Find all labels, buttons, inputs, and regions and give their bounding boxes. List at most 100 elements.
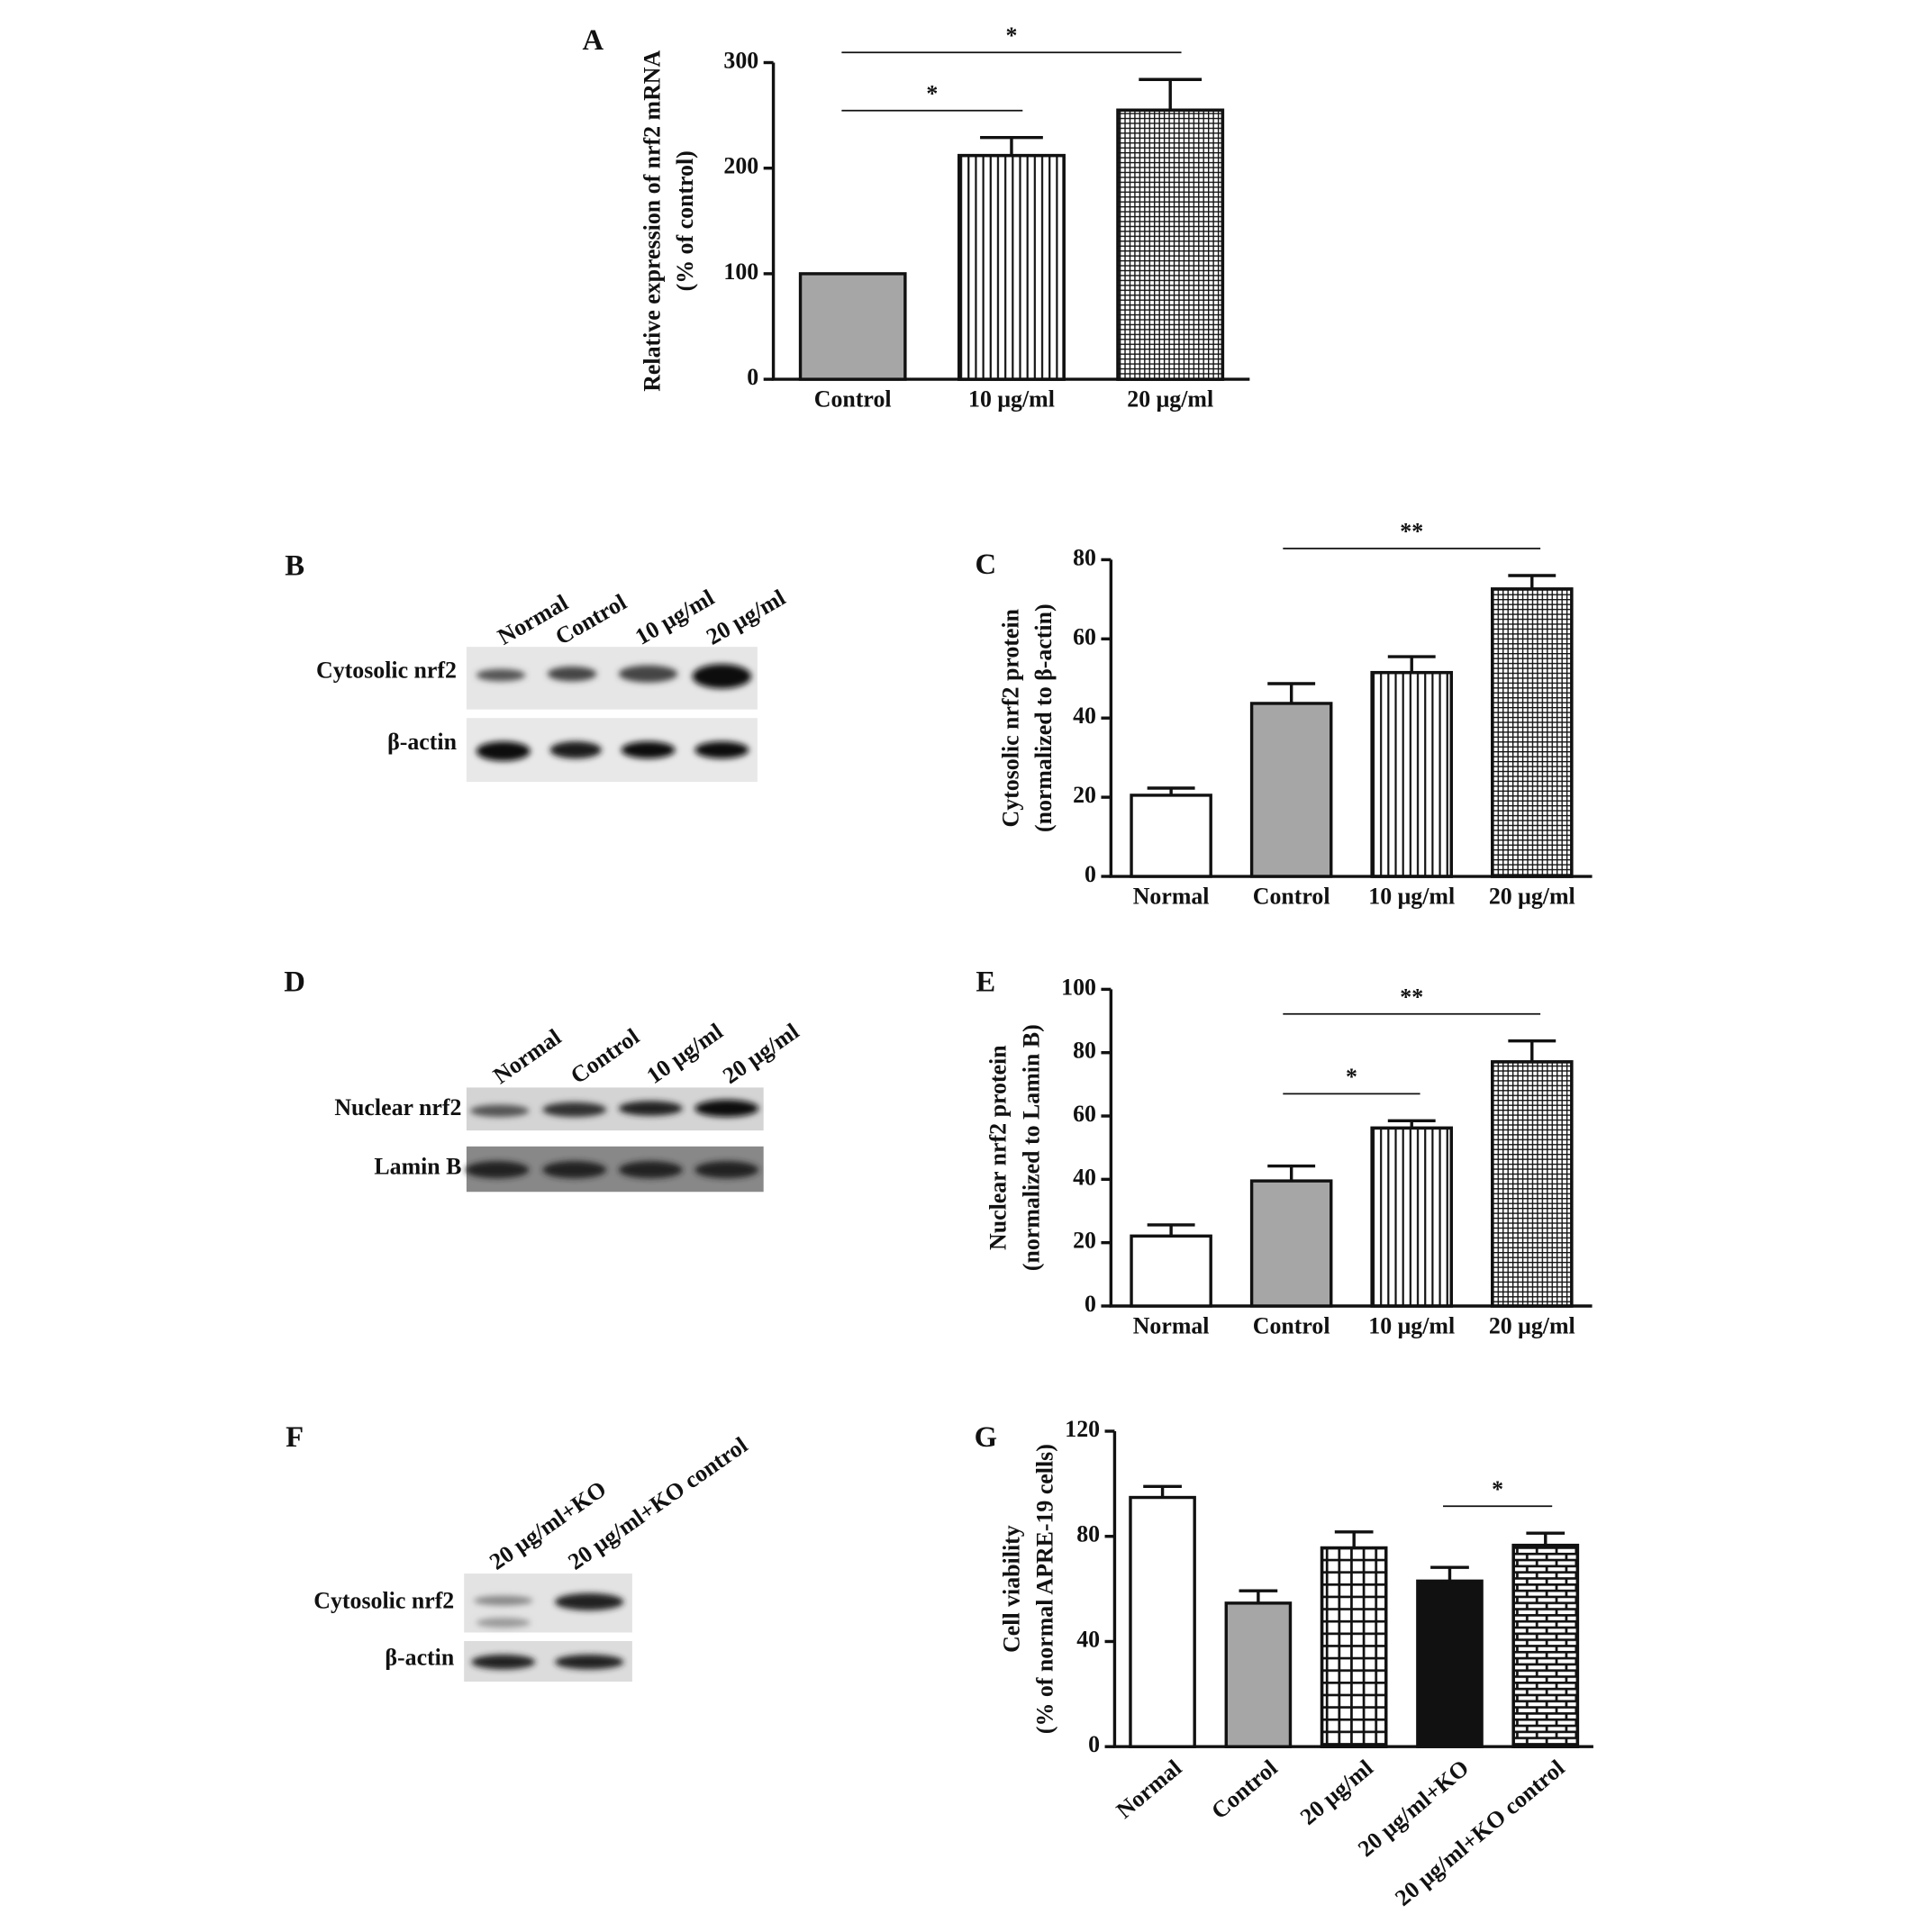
lane-label: Normal <box>488 1024 566 1089</box>
axis <box>771 62 1250 381</box>
bar <box>1224 1601 1293 1748</box>
error-bar <box>1267 682 1316 703</box>
error-bar <box>1430 1565 1469 1582</box>
error-bar <box>1387 655 1436 673</box>
y-axis-label: (normalized to β-actin) <box>1030 603 1057 832</box>
error-bar <box>1387 1119 1436 1129</box>
error-bar <box>1143 1484 1182 1498</box>
y-tick-label: 120 <box>1065 1416 1100 1442</box>
x-tick-label: 20 μg/ml <box>1127 386 1213 413</box>
x-tick-label: Normal <box>1112 1755 1187 1824</box>
bar-pattern <box>1491 1060 1574 1308</box>
bar-pattern <box>1116 108 1225 381</box>
y-tick-label: 40 <box>1073 703 1096 729</box>
blot-f: F 20 μg/ml+KO 20 μg/ml+KO control Cytoso… <box>286 1421 752 1682</box>
bar-pattern <box>1491 587 1574 878</box>
y-axis-label: Nuclear nrf2 protein <box>985 1045 1012 1250</box>
x-tick-label: Control <box>1206 1755 1282 1824</box>
significance-label: * <box>926 80 938 106</box>
blot-d: D Normal Control 10 μg/ml 20 μg/ml Nucle… <box>284 966 803 1193</box>
y-axis-label: Relative expression of nrf2 mRNA <box>639 50 665 392</box>
bar <box>1129 1495 1196 1748</box>
x-tick-label: 10 μg/ml <box>1368 883 1455 909</box>
row-label: Cytosolic nrf2 <box>313 1588 454 1614</box>
bar-pattern <box>1320 1546 1388 1748</box>
row-label: Cytosolic nrf2 <box>316 658 457 684</box>
bar-pattern <box>958 153 1066 381</box>
y-tick-label: 80 <box>1073 1038 1096 1064</box>
y-tick-label: 80 <box>1073 544 1096 570</box>
y-tick-label: 100 <box>723 259 758 285</box>
error-bar <box>1508 574 1557 589</box>
x-tick-label: 10 μg/ml <box>1368 1312 1455 1338</box>
y-tick-label: 20 <box>1073 1228 1096 1254</box>
significance-label: ** <box>1400 984 1423 1010</box>
x-tick-label: 20 μg/ml <box>1295 1755 1378 1830</box>
error-bar <box>1147 1223 1195 1237</box>
y-tick-label: 60 <box>1073 623 1096 649</box>
bar <box>1416 1579 1484 1748</box>
bands <box>476 664 752 761</box>
bar-pattern <box>1511 1543 1580 1748</box>
significance-label: * <box>1005 23 1017 49</box>
y-axis-label: (% of normal APRE-19 cells) <box>1031 1444 1057 1734</box>
x-tick-label: 20 μg/ml+KO control <box>1390 1755 1569 1911</box>
panel-label: F <box>286 1421 304 1454</box>
row-label: Lamin B <box>374 1153 461 1179</box>
y-tick-label: 20 <box>1073 782 1096 808</box>
y-tick-label: 40 <box>1073 1164 1096 1190</box>
lane-label: 10 μg/ml <box>631 585 719 650</box>
y-tick-label: 300 <box>723 47 758 73</box>
lane-label: Control <box>566 1023 644 1089</box>
y-tick-label: 100 <box>1061 974 1096 1000</box>
bands <box>471 1592 624 1670</box>
y-tick-label: 80 <box>1076 1521 1100 1547</box>
y-axis-label: (% of control) <box>672 150 698 291</box>
error-bar <box>1508 1039 1557 1062</box>
error-bar <box>1267 1164 1316 1182</box>
significance-label: ** <box>1400 519 1423 545</box>
y-axis-label: (normalized to Lamin B) <box>1018 1024 1044 1271</box>
panel-label: B <box>285 549 304 582</box>
error-bar <box>1239 1589 1278 1603</box>
bands <box>465 1100 759 1179</box>
bar <box>1130 794 1212 878</box>
bar <box>1249 702 1333 878</box>
y-tick-label: 60 <box>1073 1101 1096 1127</box>
x-tick-label: 20 μg/ml <box>1489 1312 1575 1338</box>
significance-label: * <box>1492 1476 1503 1502</box>
y-tick-label: 200 <box>723 153 758 179</box>
error-bar <box>980 136 1043 156</box>
x-tick-label: Control <box>814 386 892 413</box>
y-axis-label: Cytosolic nrf2 protein <box>997 609 1023 827</box>
row-label: Nuclear nrf2 <box>334 1094 461 1120</box>
significance-label: * <box>1346 1064 1357 1090</box>
panel-label: G <box>975 1421 997 1454</box>
bar <box>798 272 907 381</box>
bar-pattern <box>1370 670 1454 878</box>
row-label: β-actin <box>387 729 457 755</box>
y-axis-label: Cell viability <box>999 1525 1025 1653</box>
y-tick-label: 0 <box>747 364 758 390</box>
bar <box>1249 1179 1333 1308</box>
panel-label: E <box>976 966 995 998</box>
x-tick-label: Control <box>1253 1312 1330 1338</box>
x-tick-label: 20 μg/ml <box>1489 883 1575 909</box>
y-tick-label: 0 <box>1088 1731 1100 1757</box>
bar-pattern <box>1370 1126 1454 1308</box>
y-tick-label: 0 <box>1085 1291 1096 1317</box>
lane-label: 20 μg/ml <box>718 1018 803 1089</box>
x-tick-label: Normal <box>1133 1312 1210 1338</box>
y-tick-label: 40 <box>1076 1626 1100 1652</box>
x-tick-label: Normal <box>1133 883 1210 909</box>
x-tick-label: 10 μg/ml <box>968 386 1055 413</box>
y-tick-label: 0 <box>1085 861 1096 887</box>
lane-label: 10 μg/ml <box>642 1018 728 1089</box>
bar <box>1130 1234 1212 1308</box>
panel-label: A <box>582 24 604 57</box>
panel-label: C <box>976 549 997 581</box>
row-label: β-actin <box>385 1644 454 1670</box>
error-bar <box>1526 1531 1566 1546</box>
